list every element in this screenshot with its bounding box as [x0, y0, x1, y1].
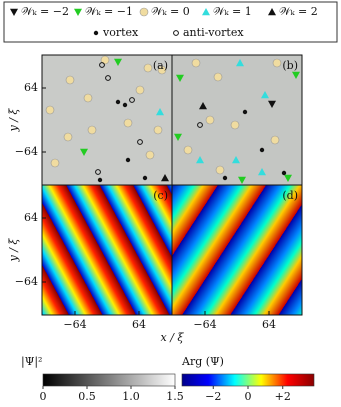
colorbar-tick-label: −2 — [205, 390, 221, 403]
panel-d-phase — [172, 185, 302, 315]
marker-tri-down — [10, 8, 18, 16]
legend-label: 𝒲ₖ = −1 — [85, 5, 133, 18]
marker-dot — [222, 175, 228, 181]
marker-dot — [281, 170, 287, 176]
marker-circle — [157, 65, 167, 75]
colorbar — [42, 373, 176, 387]
colorbar-tick-label: 1.5 — [166, 390, 184, 403]
marker-tri-down — [284, 174, 292, 182]
marker-circle — [272, 58, 282, 68]
marker-tri-up — [261, 91, 269, 99]
marker-ring — [173, 30, 179, 36]
marker-circle — [205, 115, 215, 125]
colorbar-tick-label: 0.5 — [78, 390, 96, 403]
marker-ring — [99, 62, 105, 68]
marker-circle — [50, 158, 60, 168]
panel-label: (a) — [153, 59, 168, 72]
marker-circle — [87, 125, 97, 135]
marker-circle — [215, 165, 225, 175]
marker-dot — [142, 175, 148, 181]
marker-circle — [135, 85, 145, 95]
marker-tri-up — [236, 59, 244, 67]
marker-circle — [123, 118, 133, 128]
marker-circle — [213, 72, 223, 82]
y-tick-label: −64 — [15, 275, 38, 288]
marker-dot — [125, 157, 131, 163]
marker-circle — [153, 125, 163, 135]
colorbar-tick-label: 0 — [40, 390, 47, 403]
marker-tri-down — [114, 58, 122, 66]
panel-b-bg — [172, 55, 302, 185]
marker-tri-up — [258, 168, 266, 176]
marker-tri-down — [80, 148, 88, 156]
panel-label: (d) — [282, 189, 298, 202]
panel-c-phase — [42, 185, 172, 315]
colorbar-tick-label: 0 — [245, 390, 252, 403]
marker-ring — [95, 169, 101, 175]
legend-label: 𝒲ₖ = −2 — [21, 5, 69, 18]
x-label: x / ξ — [161, 331, 185, 344]
marker-ring — [105, 75, 111, 81]
marker-tri-down — [74, 8, 82, 16]
panel-label: (c) — [153, 189, 168, 202]
y-tick-label: −64 — [15, 145, 38, 158]
colorbar-tick-label: +2 — [275, 390, 291, 403]
marker-tri-down — [176, 74, 184, 82]
marker-tri-down — [174, 133, 182, 141]
marker-circle — [143, 63, 153, 73]
marker-tri-down — [268, 100, 276, 108]
x-tick-label: −64 — [193, 318, 216, 331]
marker-tri-up — [161, 174, 169, 182]
y-label: y / ξ — [7, 238, 20, 263]
marker-dot — [115, 99, 121, 105]
legend-label: anti-vortex — [183, 26, 244, 39]
marker-tri-down — [292, 71, 300, 79]
y-tick-label: 64 — [24, 211, 38, 224]
marker-tri-up — [268, 8, 276, 16]
marker-tri-up — [202, 8, 210, 16]
marker-dot — [97, 177, 103, 183]
marker-circle — [63, 132, 73, 142]
marker-circle — [100, 55, 110, 65]
y-tick-label: 64 — [24, 81, 38, 94]
legend-label: 𝒲ₖ = 0 — [151, 5, 190, 18]
marker-dot — [93, 30, 99, 36]
marker-circle — [183, 145, 193, 155]
marker-tri-up — [196, 156, 204, 164]
marker-tri-up — [156, 108, 164, 116]
panel-label: (b) — [282, 59, 298, 72]
marker-dot — [122, 102, 128, 108]
x-tick-label: 64 — [262, 318, 276, 331]
marker-tri-up — [199, 102, 207, 110]
x-tick-label: 64 — [132, 318, 146, 331]
marker-circle — [145, 150, 155, 160]
marker-tri-down — [238, 176, 246, 184]
marker-ring — [129, 97, 135, 103]
colorbar-tick-label: 1.0 — [122, 390, 140, 403]
marker-circle — [230, 120, 240, 130]
marker-circle — [270, 135, 280, 145]
colorbar-label: |Ψ|² — [21, 355, 42, 369]
colorbar — [181, 373, 315, 387]
marker-circle — [45, 105, 55, 115]
marker-dot — [242, 109, 248, 115]
marker-tri-up — [232, 156, 240, 164]
x-tick-label: −64 — [63, 318, 86, 331]
marker-circle — [65, 75, 75, 85]
marker-ring — [137, 139, 143, 145]
legend-label: 𝒲ₖ = 1 — [213, 5, 252, 18]
marker-circle — [83, 93, 93, 103]
marker-ring — [197, 122, 203, 128]
marker-circle — [191, 58, 201, 68]
legend-label: 𝒲ₖ = 2 — [279, 5, 318, 18]
y-label: y / ξ — [7, 108, 20, 133]
panel-a-bg — [42, 55, 172, 185]
legend-box — [3, 1, 338, 43]
marker-dot — [259, 147, 265, 153]
colorbar-label: Arg (Ψ) — [181, 355, 224, 368]
marker-circle — [139, 7, 149, 17]
legend-label: vortex — [102, 26, 139, 39]
